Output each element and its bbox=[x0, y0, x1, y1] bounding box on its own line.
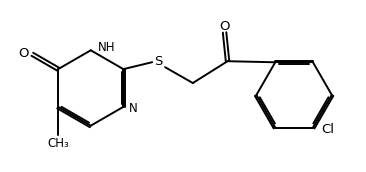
Text: Cl: Cl bbox=[321, 123, 334, 136]
Text: O: O bbox=[18, 47, 29, 60]
Text: NH: NH bbox=[98, 41, 116, 54]
Text: CH₃: CH₃ bbox=[47, 137, 69, 150]
Text: S: S bbox=[154, 55, 162, 68]
Text: N: N bbox=[129, 102, 138, 115]
Text: O: O bbox=[219, 20, 230, 33]
